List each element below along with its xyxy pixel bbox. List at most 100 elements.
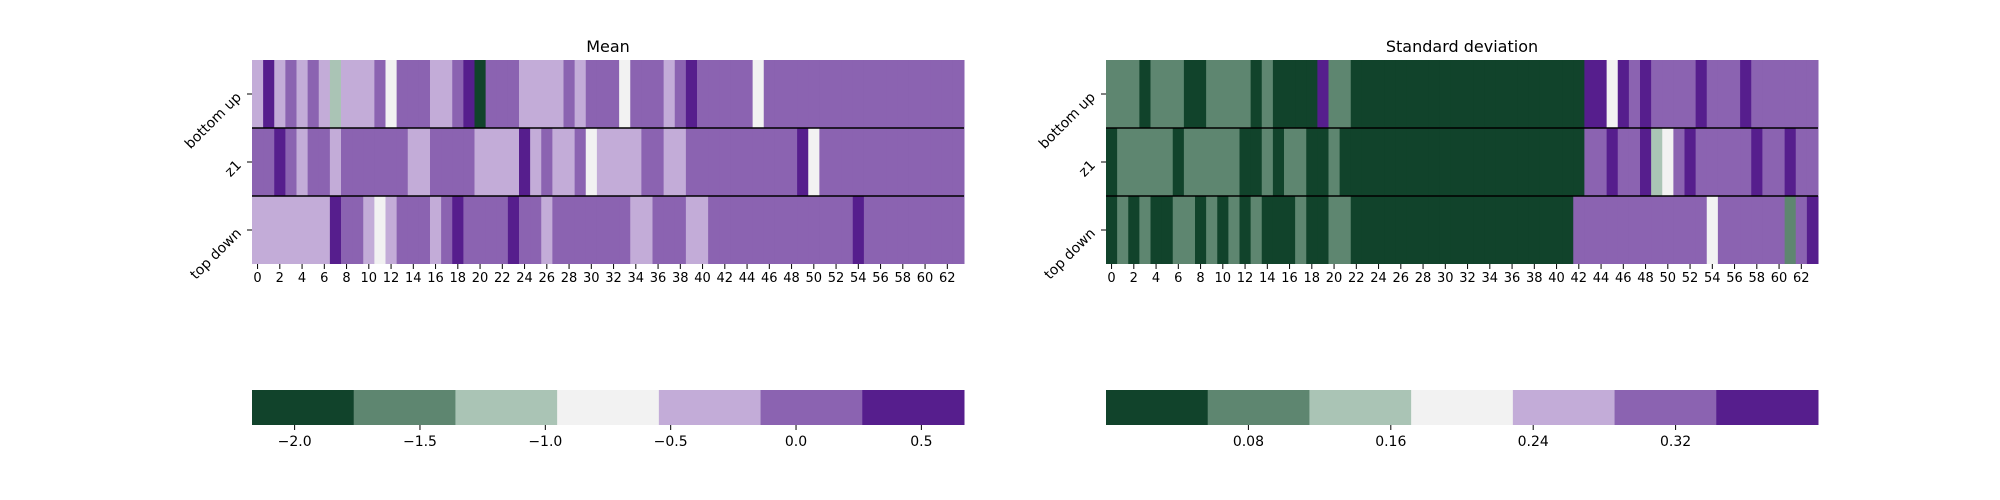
mean-heatmap-cell (552, 60, 565, 128)
mean-x-tick-label: 20 (472, 271, 489, 286)
mean-heatmap-cell (719, 60, 731, 128)
mean-x-tick-label: 62 (939, 271, 956, 286)
std-x-tick-label: 14 (1259, 271, 1276, 286)
std-heatmap-cell (1239, 196, 1252, 264)
std-heatmap-cell (1328, 128, 1341, 196)
std-heatmap-cell (1539, 196, 1552, 264)
std-heatmap-cell (1729, 60, 1741, 128)
std-heatmap-cell (1361, 60, 1374, 128)
std-heatmap-cell (1751, 60, 1763, 128)
std-heatmap-cell (1450, 60, 1463, 128)
mean-heatmap-cell (352, 128, 364, 196)
std-x-tick-label: 52 (1682, 271, 1699, 286)
mean-heatmap-cell (407, 196, 420, 264)
mean-heatmap-cell (341, 128, 353, 196)
mean-heatmap-cell (641, 60, 654, 128)
std-heatmap-cell (1484, 196, 1496, 264)
std-heatmap-cell (1195, 60, 1207, 128)
mean-heatmap-cell (608, 196, 620, 264)
std-heatmap-cell (1439, 196, 1452, 264)
std-x-tick-label: 38 (1526, 271, 1543, 286)
std-heatmap-cell (1428, 128, 1441, 196)
std-colorbar-segment (1716, 390, 1819, 425)
mean-heatmap-cell (374, 196, 387, 264)
std-x-tick-label: 22 (1348, 271, 1365, 286)
std-heatmap-cell (1673, 60, 1686, 128)
std-heatmap-cell (1528, 196, 1541, 264)
std-heatmap-cell (1239, 128, 1252, 196)
std-heatmap-cell (1573, 60, 1585, 128)
mean-heatmap-cell (608, 128, 620, 196)
std-heatmap-cell (1261, 60, 1274, 128)
std-heatmap-cell (1606, 196, 1619, 264)
std-heatmap-cell (1462, 60, 1474, 128)
std-heatmap-cell (1617, 128, 1630, 196)
std-heatmap-cell (1373, 60, 1385, 128)
mean-heatmap-cell (252, 128, 264, 196)
mean-x-tick-label: 14 (405, 271, 422, 286)
mean-heatmap-cell (941, 60, 954, 128)
mean-heatmap-cell (708, 128, 720, 196)
mean-heatmap-cell (485, 60, 498, 128)
mean-heatmap-cell (296, 128, 309, 196)
std-x-tick-label: 10 (1215, 271, 1232, 286)
std-heatmap-cell (1439, 60, 1452, 128)
std-heatmap-cell (1150, 128, 1163, 196)
std-heatmap-cell (1406, 60, 1419, 128)
std-heatmap-cell (1584, 196, 1597, 264)
mean-heatmap-cell (752, 60, 765, 128)
std-heatmap-cell (1584, 60, 1597, 128)
std-heatmap-cell (1806, 128, 1819, 196)
std-heatmap-cell (1773, 196, 1786, 264)
std-heatmap-cell (1740, 60, 1752, 128)
std-heatmap-cell (1517, 196, 1530, 264)
std-heatmap-cell (1551, 196, 1563, 264)
std-x-tick-label: 40 (1548, 271, 1565, 286)
mean-colorbar-segment (455, 390, 558, 425)
mean-colorbar-segment (760, 390, 863, 425)
std-heatmap-cell (1373, 128, 1385, 196)
mean-heatmap-cell (663, 196, 676, 264)
std-x-tick-label: 12 (1237, 271, 1254, 286)
mean-heatmap-cell (385, 128, 398, 196)
mean-heatmap-cell (730, 128, 743, 196)
mean-colorbar-tick-label: 0.0 (785, 434, 807, 450)
mean-colorbar-segment (658, 390, 762, 425)
mean-heatmap-cell (263, 60, 275, 128)
mean-heatmap-cell (329, 128, 342, 196)
std-heatmap-cell (1495, 60, 1508, 128)
std-heatmap-cell (1217, 128, 1229, 196)
mean-heatmap-cell (252, 196, 264, 264)
std-x-tick-label: 32 (1459, 271, 1476, 286)
std-heatmap-cell (1250, 196, 1263, 264)
mean-heatmap-cell (318, 128, 331, 196)
std-heatmap-cell (1528, 128, 1541, 196)
std-heatmap-cell (1350, 60, 1363, 128)
mean-colorbar-tick-label: −2.0 (278, 434, 312, 450)
std-x-tick-label: 60 (1771, 271, 1788, 286)
mean-heatmap-cell (875, 128, 887, 196)
mean-heatmap-cell (274, 128, 286, 196)
std-x-tick-label: 36 (1504, 271, 1521, 286)
mean-heatmap-cell (463, 128, 476, 196)
mean-heatmap-cell (663, 128, 676, 196)
std-heatmap-cell (1684, 60, 1697, 128)
std-heatmap-cell (1640, 128, 1652, 196)
mean-heatmap-cell (730, 60, 743, 128)
std-heatmap-cell (1350, 128, 1363, 196)
std-heatmap-cell (1139, 60, 1152, 128)
mean-heatmap-cell (541, 196, 553, 264)
mean-colorbar-segment (557, 390, 660, 425)
mean-heatmap-cell (418, 60, 431, 128)
std-heatmap-cell (1651, 60, 1663, 128)
mean-heatmap-cell (708, 60, 720, 128)
std-x-tick-label: 24 (1370, 271, 1387, 286)
std-x-tick-label: 42 (1571, 271, 1588, 286)
std-heatmap-cell (1662, 128, 1674, 196)
std-heatmap-cell (1517, 60, 1530, 128)
std-heatmap-cell (1706, 196, 1719, 264)
mean-heatmap-cell (674, 128, 687, 196)
mean-heatmap-cell (274, 60, 286, 128)
mean-heatmap-cell (852, 196, 865, 264)
